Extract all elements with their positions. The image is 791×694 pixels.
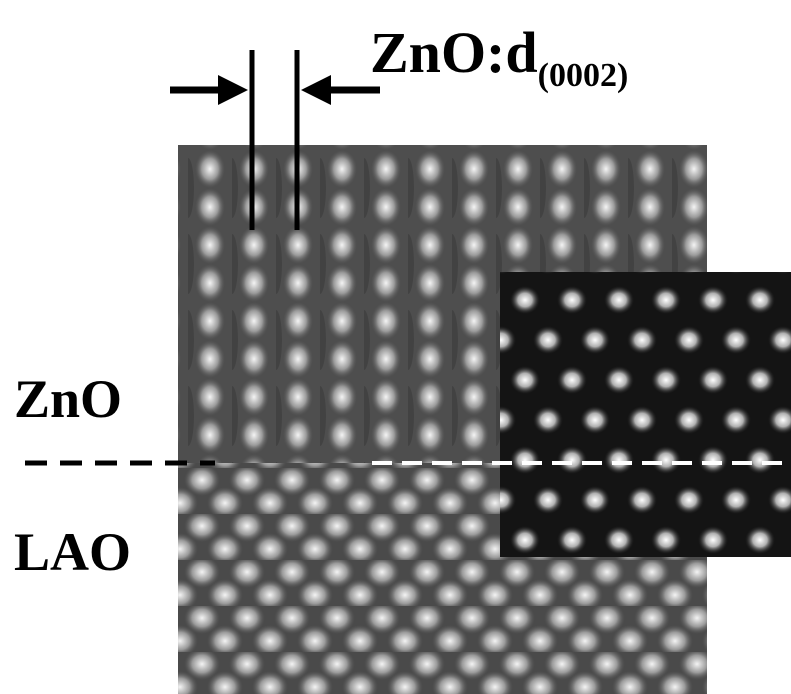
spacing-label: ZnO:d(0002) bbox=[370, 20, 628, 94]
spacing-label-subscript: (0002) bbox=[538, 57, 629, 94]
simulated-inset bbox=[500, 272, 791, 557]
spacing-label-main: ZnO:d bbox=[370, 20, 538, 85]
arrow-head bbox=[218, 75, 248, 105]
layer-label: ZnO bbox=[14, 369, 122, 429]
hrtem-figure: ZnO:d(0002) ZnO LAO bbox=[0, 0, 791, 694]
layer-label: LAO bbox=[14, 522, 131, 582]
arrow-head bbox=[301, 75, 331, 105]
